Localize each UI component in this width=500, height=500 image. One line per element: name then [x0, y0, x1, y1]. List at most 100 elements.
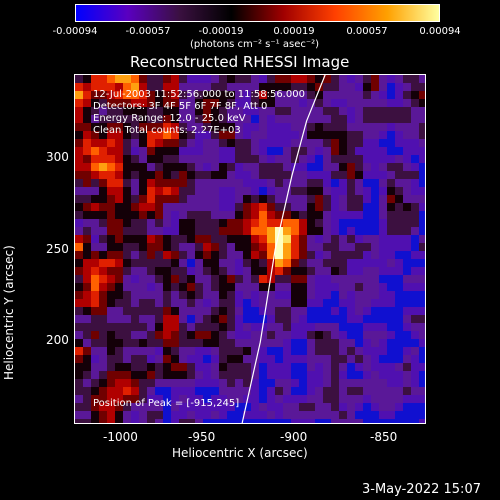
heatmap-cell — [243, 187, 251, 195]
heatmap-cell — [75, 331, 83, 339]
colorbar — [75, 4, 440, 22]
heatmap-cell — [283, 283, 291, 291]
heatmap-cell — [371, 379, 379, 387]
heatmap-cell — [339, 363, 347, 371]
heatmap-cell — [195, 267, 203, 275]
heatmap-cell — [107, 227, 115, 235]
heatmap-cell — [267, 211, 275, 219]
heatmap-cell — [339, 395, 347, 403]
heatmap-cell — [115, 91, 123, 99]
heatmap-cell — [331, 363, 339, 371]
heatmap-cell — [283, 115, 291, 123]
heatmap-cell — [179, 147, 187, 155]
heatmap-cell — [91, 187, 99, 195]
heatmap-cell — [283, 203, 291, 211]
heatmap-cell — [371, 291, 379, 299]
heatmap-cell — [403, 115, 411, 123]
page-title: Reconstructed RHESSI Image — [130, 53, 350, 71]
heatmap-cell — [211, 355, 219, 363]
heatmap-cell — [275, 211, 283, 219]
heatmap-cell — [363, 283, 371, 291]
heatmap-cell — [371, 323, 379, 331]
colorbar-tick: -0.00057 — [125, 26, 171, 37]
heatmap-cell — [195, 99, 203, 107]
heatmap-cell — [299, 403, 307, 411]
heatmap-cell — [419, 75, 425, 83]
heatmap-cell — [131, 227, 139, 235]
heatmap-cell — [323, 139, 331, 147]
heatmap-cell — [387, 307, 395, 315]
heatmap-cell — [243, 115, 251, 123]
heatmap-cell — [203, 307, 211, 315]
heatmap-cell — [331, 99, 339, 107]
heatmap-cell — [155, 259, 163, 267]
heatmap-cell — [123, 331, 131, 339]
heatmap-cell — [395, 411, 403, 419]
heatmap-cell — [403, 371, 411, 379]
heatmap-cell — [371, 283, 379, 291]
heatmap-cell — [147, 219, 155, 227]
heatmap-cell — [171, 379, 179, 387]
heatmap-cell — [131, 171, 139, 179]
heatmap-cell — [139, 131, 147, 139]
heatmap-cell — [411, 291, 419, 299]
heatmap-cell — [139, 275, 147, 283]
heatmap-cell — [83, 355, 91, 363]
heatmap-cell — [283, 363, 291, 371]
heatmap-cell — [139, 203, 147, 211]
heatmap-cell — [163, 123, 171, 131]
heatmap-cell — [371, 307, 379, 315]
heatmap-cell — [411, 139, 419, 147]
heatmap-cell — [115, 355, 123, 363]
heatmap-cell — [91, 107, 99, 115]
heatmap-cell — [411, 419, 419, 423]
heatmap-cell — [355, 147, 363, 155]
heatmap-cell — [139, 115, 147, 123]
heatmap-cell — [107, 299, 115, 307]
heatmap-cell — [307, 371, 315, 379]
heatmap-cell — [123, 363, 131, 371]
heatmap-cell — [75, 323, 83, 331]
heatmap-cell — [123, 187, 131, 195]
y-tick-label: 300 — [46, 150, 69, 164]
heatmap-cell — [187, 379, 195, 387]
heatmap-cell — [139, 227, 147, 235]
heatmap-cell — [91, 139, 99, 147]
heatmap-cell — [395, 243, 403, 251]
heatmap-cell — [187, 355, 195, 363]
heatmap-cell — [267, 363, 275, 371]
heatmap-cell — [235, 363, 243, 371]
heatmap-cell — [155, 219, 163, 227]
heatmap-cell — [163, 419, 171, 423]
heatmap-cell — [83, 115, 91, 123]
heatmap-cell — [251, 219, 259, 227]
heatmap-cell — [155, 379, 163, 387]
heatmap-cell — [155, 75, 163, 83]
heatmap-cell — [267, 395, 275, 403]
heatmap-cell — [131, 147, 139, 155]
heatmap-cell — [131, 323, 139, 331]
heatmap-cell — [131, 139, 139, 147]
heatmap-cell — [347, 331, 355, 339]
heatmap-cell — [195, 347, 203, 355]
heatmap-cell — [235, 147, 243, 155]
heatmap-cell — [403, 83, 411, 91]
heatmap-cell — [163, 307, 171, 315]
heatmap-cell — [291, 211, 299, 219]
heatmap-cell — [395, 75, 403, 83]
heatmap-cell — [211, 315, 219, 323]
heatmap-cell — [75, 339, 83, 347]
heatmap-cell — [171, 83, 179, 91]
heatmap-cell — [251, 371, 259, 379]
heatmap-cell — [307, 131, 315, 139]
heatmap-cell — [83, 267, 91, 275]
heatmap-cell — [387, 75, 395, 83]
heatmap-cell — [259, 411, 267, 419]
heatmap-cell — [115, 211, 123, 219]
heatmap-cell — [163, 299, 171, 307]
heatmap-cell — [203, 403, 211, 411]
heatmap-cell — [139, 379, 147, 387]
heatmap-cell — [211, 395, 219, 403]
heatmap-cell — [227, 379, 235, 387]
heatmap-cell — [115, 123, 123, 131]
